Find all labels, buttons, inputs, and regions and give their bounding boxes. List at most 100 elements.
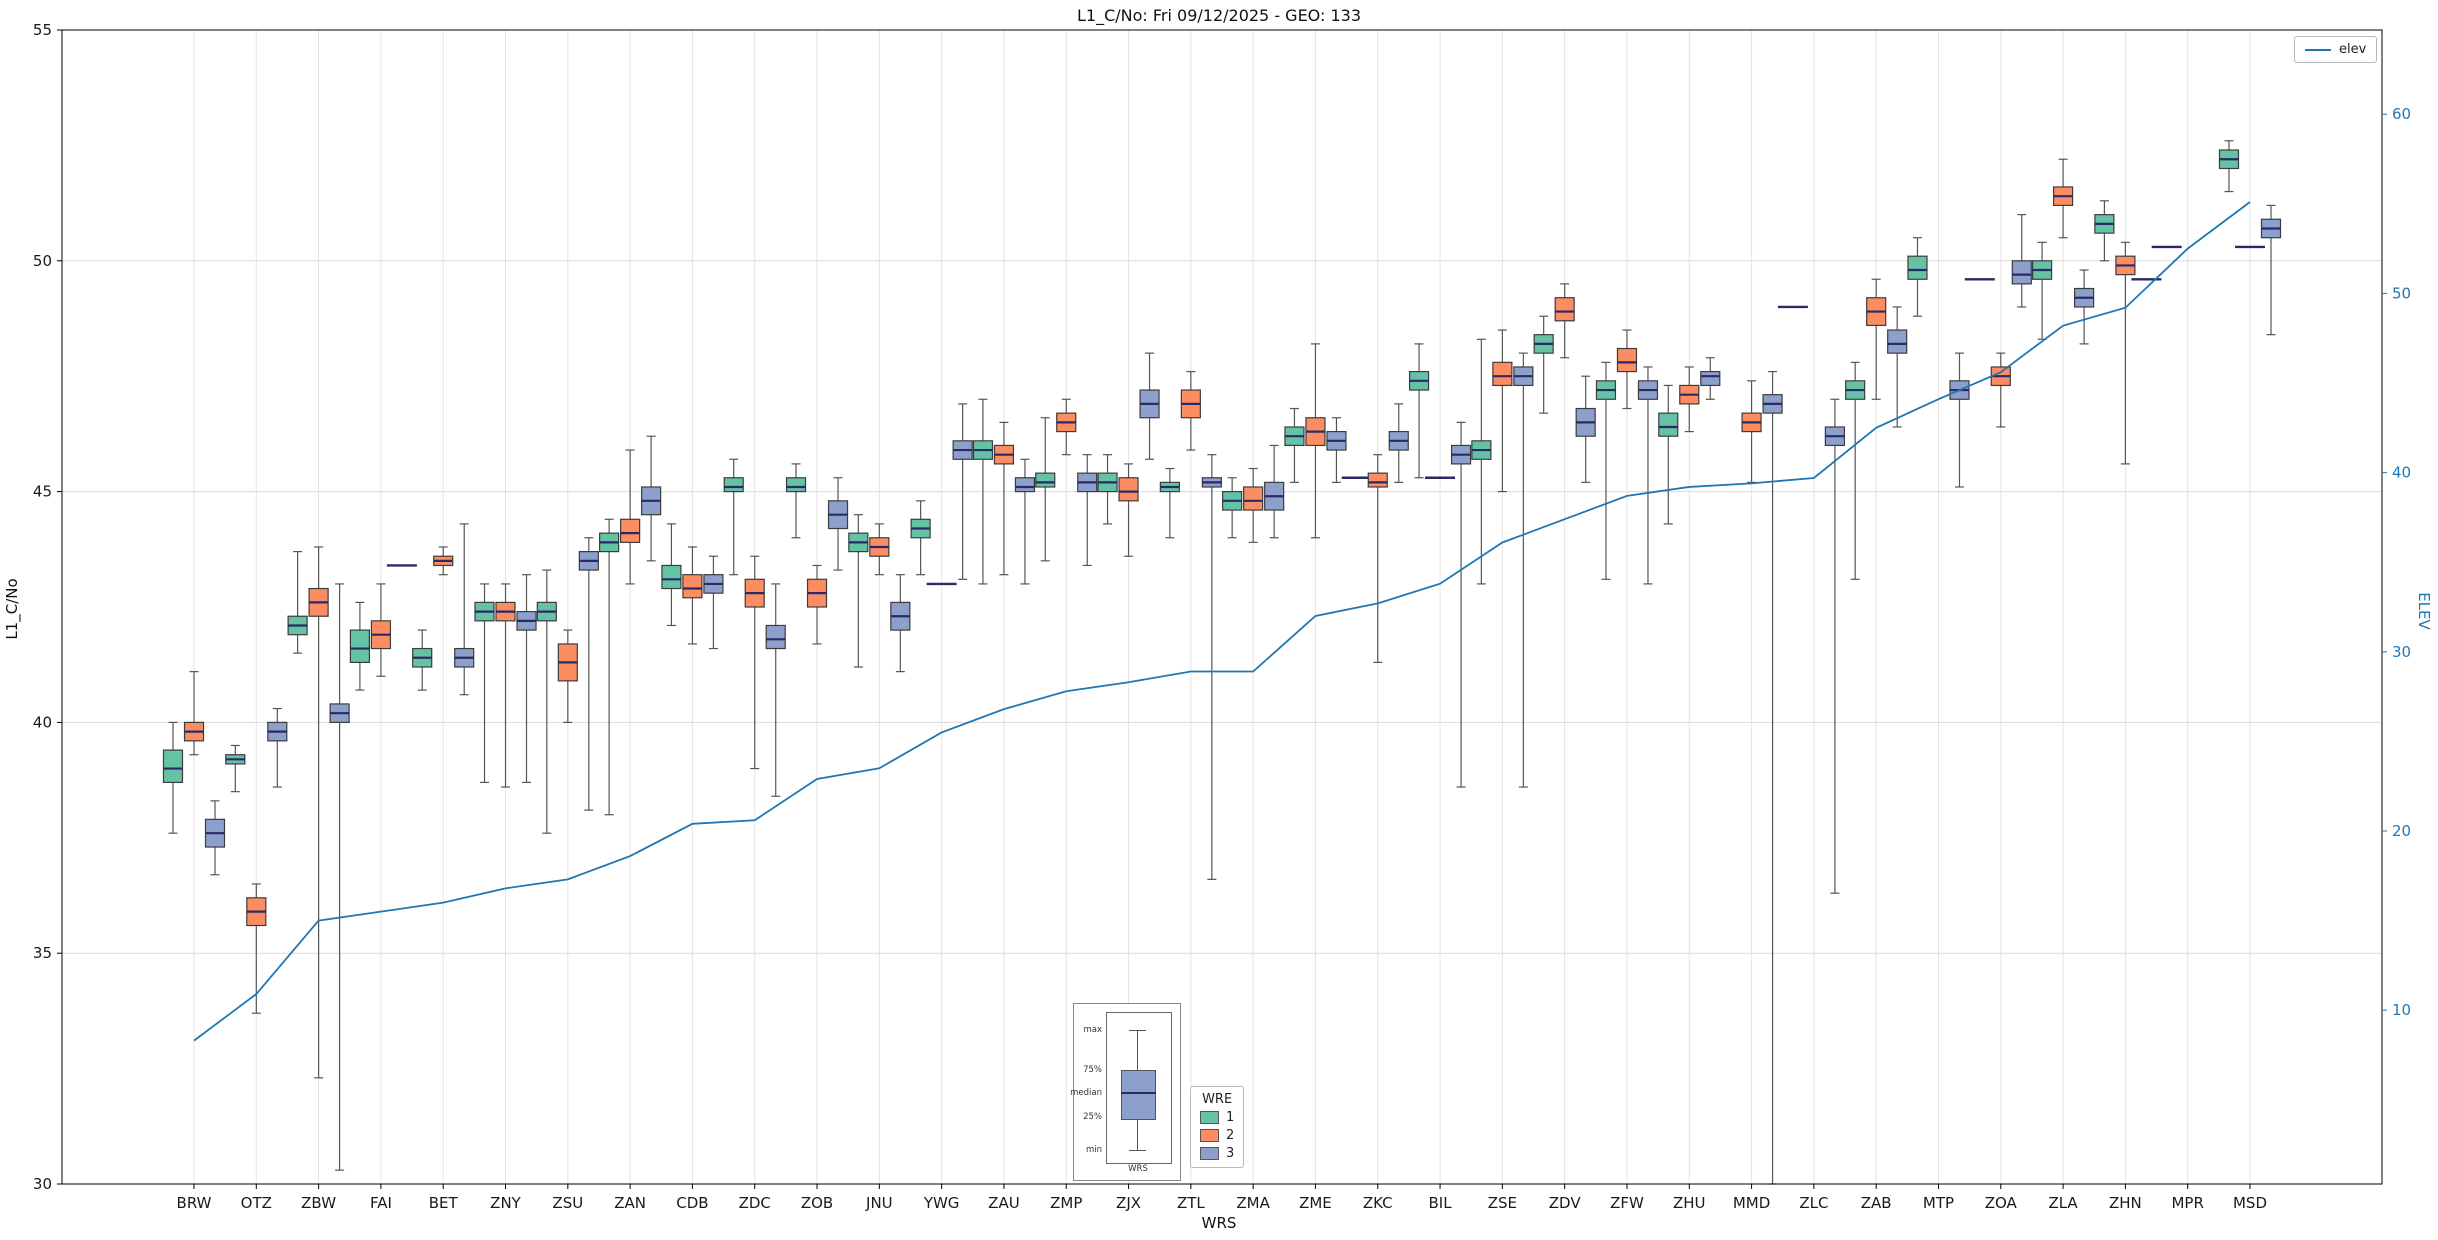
box-ZMP-wre1 [1035, 472, 1056, 488]
y-tick-label-right: 40 [2392, 464, 2411, 482]
elev-line-icon [2305, 48, 2331, 51]
x-tick-label: MPR [2171, 1194, 2203, 1212]
anatomy-min-cap [1129, 1150, 1146, 1151]
wre1-swatch-icon [1200, 1111, 1219, 1124]
x-axis-label: WRS [1201, 1214, 1237, 1232]
x-tick-label: ZLA [2048, 1194, 2078, 1212]
x-tick-label: ZJX [1116, 1194, 1141, 1212]
legend-wre-item-1: 1 [1200, 1110, 1234, 1125]
x-tick-label: BET [429, 1194, 459, 1212]
y-tick-label-left: 55 [33, 21, 52, 39]
x-tick-label: ZOB [801, 1194, 833, 1212]
y-tick-label-left: 35 [33, 944, 52, 962]
wre2-swatch-icon [1200, 1129, 1219, 1142]
x-tick-label: ZLC [1799, 1194, 1828, 1212]
legend-wre-label-2: 2 [1226, 1128, 1235, 1143]
box-ZJX-wre2 [1118, 477, 1139, 502]
legend-wre-title: WRE [1202, 1092, 1233, 1107]
box-ZAU-wre3 [1014, 477, 1036, 493]
anatomy-median-line [1121, 1092, 1156, 1094]
x-tick-label: ZAU [988, 1194, 1020, 1212]
x-tick-label: ZBW [301, 1194, 336, 1212]
x-tick-label: OTZ [241, 1194, 272, 1212]
elev-line [193, 201, 2251, 1042]
box-ZDC-wre3 [765, 624, 786, 650]
y-tick-label-right: 10 [2392, 1001, 2411, 1019]
x-tick-label: ZDC [739, 1194, 771, 1212]
anatomy-axes-frame [1106, 1012, 1172, 1164]
legend-wre-label-1: 1 [1226, 1110, 1235, 1125]
x-tick-label: ZMP [1050, 1194, 1082, 1212]
x-tick-label: ZFW [1610, 1194, 1644, 1212]
anatomy-label-max: max [1083, 1025, 1102, 1035]
x-tick-label: ZMA [1236, 1194, 1270, 1212]
legend-wre-item-2: 2 [1200, 1128, 1234, 1143]
box-MTP-wre1 [1907, 255, 1928, 280]
box-ZOA-wre3 [2011, 260, 2032, 285]
wre3-swatch-icon [1200, 1147, 1219, 1160]
y-tick-label-left: 30 [33, 1175, 52, 1193]
x-tick-label: BIL [1429, 1194, 1453, 1212]
legend-wre-item-3: 3 [1200, 1146, 1234, 1161]
x-tick-label: ZDV [1549, 1194, 1582, 1212]
box-ZHU-wre3 [1700, 370, 1721, 387]
box-ZSE-wre2 [1492, 361, 1513, 387]
legend-elev: elev [2294, 36, 2378, 63]
x-tick-label: MMD [1733, 1194, 1770, 1212]
y-tick-label-left: 45 [33, 483, 52, 501]
box-ZMA-wre2 [1243, 486, 1264, 511]
x-tick-label: MSD [2233, 1194, 2267, 1212]
y-tick-label-right: 20 [2392, 822, 2411, 840]
legend-wre-label-3: 3 [1226, 1146, 1235, 1161]
x-tick-label: ZAB [1861, 1194, 1892, 1212]
y-tick-label-right: 30 [2392, 643, 2411, 661]
box-ZOB-wre1 [785, 477, 807, 493]
y-tick-label-right: 60 [2392, 105, 2411, 123]
box-ZAN-wre2 [620, 518, 641, 543]
boxplot-anatomy-inset: max 75% median 25% min WRS [1070, 1003, 1181, 1181]
y-tick-label-left: 40 [33, 713, 52, 731]
y-tick-label-right: 50 [2392, 284, 2411, 302]
anatomy-xlabel: WRS [1128, 1164, 1148, 1174]
legend-elev-label: elev [2339, 42, 2367, 57]
legend-wre: WRE 1 2 3 [1190, 1086, 1245, 1168]
box-ZDV-wre2 [1554, 297, 1575, 322]
box-ZDC-wre1 [723, 477, 744, 493]
chart-title: L1_C/No: Fri 09/12/2025 - GEO: 133 [1076, 6, 1362, 25]
x-tick-label: ZHN [2109, 1194, 2142, 1212]
x-tick-label: ZTL [1177, 1194, 1205, 1212]
x-tick-label: ZNY [490, 1194, 521, 1212]
anatomy-box [1121, 1070, 1156, 1120]
y-tick-label-left: 50 [33, 252, 52, 270]
x-tick-label: JNU [865, 1194, 893, 1212]
y-axis-label-left: L1_C/No [3, 578, 21, 640]
anatomy-max-cap [1129, 1030, 1146, 1031]
y-axis-label-right: ELEV [2415, 592, 2433, 630]
anatomy-label-25: 25% [1083, 1112, 1102, 1122]
x-tick-label: ZOA [1985, 1194, 2018, 1212]
box-ZKC-wre2 [1367, 472, 1388, 488]
anatomy-label-75: 75% [1083, 1065, 1102, 1075]
x-tick-label: ZSU [552, 1194, 583, 1212]
box-BRW-wre1 [162, 749, 184, 784]
x-tick-label: BRW [177, 1194, 212, 1212]
box-FAI-wre1 [349, 629, 371, 663]
box-CDB-wre2 [682, 574, 703, 599]
x-tick-label: ZSE [1488, 1194, 1517, 1212]
anatomy-label-min: min [1085, 1145, 1102, 1155]
box-ZHU-wre1 [1658, 412, 1679, 437]
axes-border [61, 29, 2383, 1185]
box-ZAB-wre3 [1887, 329, 1908, 354]
x-tick-label: ZKC [1363, 1194, 1393, 1212]
x-tick-label: ZHU [1673, 1194, 1706, 1212]
x-tick-label: FAI [370, 1194, 392, 1212]
plot-background [62, 30, 2382, 1184]
x-tick-label: ZAN [614, 1194, 646, 1212]
box-CDB-wre1 [661, 564, 682, 590]
x-tick-label: ZME [1299, 1194, 1332, 1212]
anatomy-label-median: median [1070, 1088, 1102, 1098]
x-tick-label: CDB [676, 1194, 708, 1212]
x-tick-label: MTP [1923, 1194, 1954, 1212]
box-ZFW-wre2 [1616, 347, 1638, 373]
